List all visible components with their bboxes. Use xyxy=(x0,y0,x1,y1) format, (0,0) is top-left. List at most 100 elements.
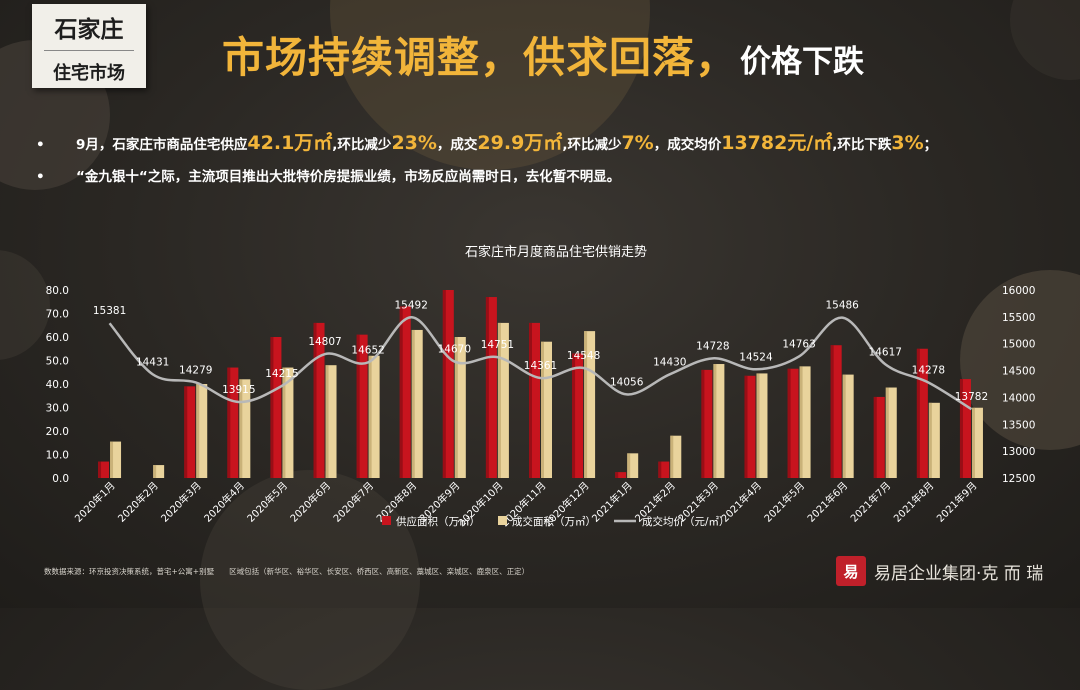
bar-supply-shade xyxy=(184,386,188,478)
y-tick-left: 70.0 xyxy=(46,309,69,321)
supply-change: 23% xyxy=(391,132,437,154)
price-data-label: 14431 xyxy=(136,356,169,368)
seal-icon: 易 xyxy=(836,556,866,586)
price-value: 13782元/㎡ xyxy=(721,132,833,154)
bullet-text: ，成交 xyxy=(436,137,478,153)
price-data-label: 14548 xyxy=(567,350,600,362)
bar-deal-shade xyxy=(756,373,760,478)
price-data-label: 13915 xyxy=(222,384,255,396)
deal-change: 7% xyxy=(621,132,654,154)
x-tick-label: 2020年6月 xyxy=(287,479,333,525)
bar-deal xyxy=(885,387,897,478)
price-data-label: 14056 xyxy=(610,376,644,388)
bar-deal-shade xyxy=(325,365,329,478)
price-data-label: 15486 xyxy=(825,300,859,312)
bar-supply-shade xyxy=(356,334,360,478)
bar-deal xyxy=(670,435,682,478)
bar-supply xyxy=(227,367,239,478)
bar-deal xyxy=(196,384,208,478)
price-data-label: 14361 xyxy=(524,360,557,372)
x-tick-label: 2020年2月 xyxy=(115,479,161,525)
legend-swatch-deal xyxy=(498,516,507,525)
logo-text: 易居企业集团·克 而 瑞 xyxy=(874,563,1044,584)
bullet-dot: • xyxy=(36,169,45,185)
x-tick-label: 2021年8月 xyxy=(891,479,937,525)
y-tick-left: 10.0 xyxy=(46,450,69,462)
bar-supply-shade xyxy=(313,322,317,478)
company-logo: 易 易居企业集团·克 而 瑞 xyxy=(836,556,1043,586)
y-tick-left: 40.0 xyxy=(46,379,69,391)
bar-deal xyxy=(239,379,251,478)
bullet-dot: • xyxy=(36,137,45,153)
y-tick-left: 30.0 xyxy=(46,403,69,415)
price-change: 3% xyxy=(891,132,924,154)
bar-supply-shade xyxy=(830,345,834,478)
title-main: 市场持续调整，供求回落， xyxy=(222,33,739,82)
bar-supply-shade xyxy=(658,461,662,478)
deal-value: 29.9万㎡ xyxy=(477,132,563,154)
bullet-text: ，成交均价 xyxy=(653,137,722,153)
bar-deal xyxy=(153,465,165,478)
bar-deal-shade xyxy=(497,322,501,478)
y-tick-right: 14500 xyxy=(1002,366,1035,378)
bullet-note: • “金九银十“之际，主流项目推出大批特价房提振业绩，市场反应尚需时日，去化暂不明… xyxy=(36,165,620,185)
y-tick-right: 15000 xyxy=(1002,339,1035,351)
bar-supply-shade xyxy=(787,368,791,478)
bar-deal xyxy=(282,367,294,478)
city-tag: 石家庄 住宅市场 xyxy=(32,4,146,88)
bar-supply-shade xyxy=(399,306,403,478)
y-tick-left: 20.0 xyxy=(46,426,69,438)
bar-deal xyxy=(842,374,854,478)
bar-deal-shade xyxy=(928,402,932,478)
price-data-label: 14652 xyxy=(351,344,384,356)
bullet-text: ,环比减少 xyxy=(332,137,392,153)
price-data-label: 15381 xyxy=(93,305,126,317)
bar-deal-shade xyxy=(282,367,286,478)
bar-supply-shade xyxy=(529,322,532,478)
bar-deal xyxy=(584,331,596,478)
bar-supply-shade xyxy=(615,472,619,478)
bar-deal xyxy=(799,366,811,478)
bar-supply xyxy=(787,368,799,478)
bar-deal xyxy=(497,322,509,478)
x-tick-label: 2021年5月 xyxy=(761,479,807,525)
bar-deal xyxy=(325,365,337,478)
x-tick-label: 2020年1月 xyxy=(72,479,118,525)
legend-label-supply: 供应面积（万㎡） xyxy=(396,515,480,528)
bar-supply-shade xyxy=(959,379,963,478)
bar-deal-shade xyxy=(971,407,975,478)
bar-deal-shade xyxy=(153,465,157,478)
price-data-label: 14430 xyxy=(653,356,686,368)
y-tick-left: 50.0 xyxy=(46,356,69,368)
bar-supply xyxy=(485,297,497,478)
bar-supply xyxy=(399,306,411,478)
bar-supply xyxy=(356,334,368,478)
supply-value: 42.1万㎡ xyxy=(247,132,333,154)
bar-supply xyxy=(959,379,971,478)
page-title: 市场持续调整，供求回落，价格下跌 xyxy=(222,24,864,85)
bar-supply-shade xyxy=(701,369,705,478)
bullet-summary: • 9月，石家庄市商品住宅供应42.1万㎡,环比减少23%，成交29.9万㎡,环比… xyxy=(36,128,937,155)
x-tick-label: 2020年5月 xyxy=(244,479,290,525)
bar-supply xyxy=(313,322,325,478)
bar-deal xyxy=(454,337,466,478)
price-data-label: 14670 xyxy=(438,343,471,355)
price-data-label: 14524 xyxy=(739,351,773,363)
bullet-text: ； xyxy=(923,137,938,153)
bar-deal-shade xyxy=(110,441,114,478)
bullet-text: ,环比减少 xyxy=(562,137,622,153)
bar-supply xyxy=(270,337,282,478)
bar-supply-shade xyxy=(744,375,748,478)
price-data-label: 14278 xyxy=(912,364,945,376)
bar-supply xyxy=(744,375,756,478)
bar-deal-shade xyxy=(627,453,631,478)
bar-deal-shade xyxy=(541,341,544,478)
bar-deal xyxy=(627,453,639,478)
bar-supply-shade xyxy=(572,353,576,478)
bar-deal-shade xyxy=(842,374,846,478)
bar-deal-shade xyxy=(885,387,889,478)
y-tick-right: 15500 xyxy=(1002,312,1035,324)
data-source: 数数据来源：环京投资决策系统，普宅+公寓+别墅 区域包括（新华区、裕华区、长安区… xyxy=(44,567,530,576)
bar-deal-shade xyxy=(239,379,243,478)
tag-market: 住宅市场 xyxy=(53,63,125,84)
